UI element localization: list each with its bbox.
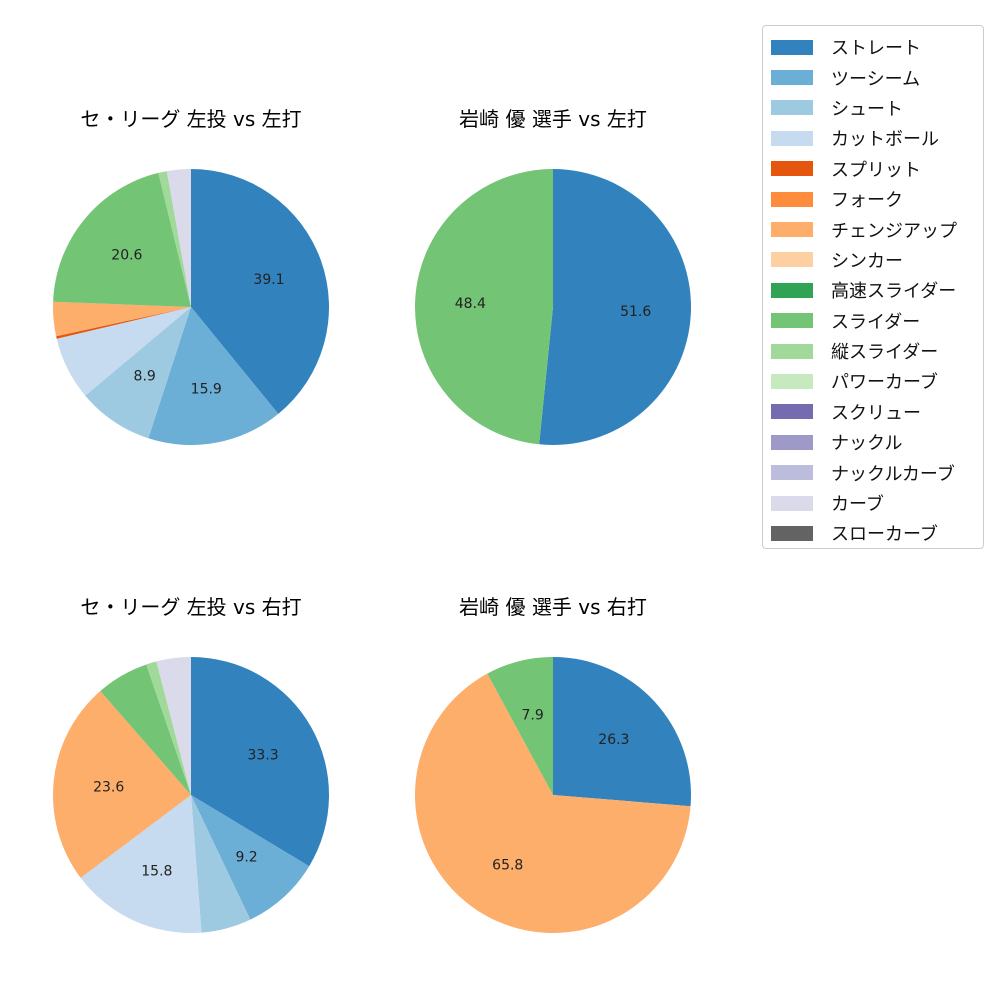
pie-slice <box>52 690 191 878</box>
slice-value-label: 15.8 <box>141 863 172 879</box>
slice-value-label: 48.4 <box>455 296 486 312</box>
legend-swatch <box>771 130 813 146</box>
legend-label: フォーク <box>831 190 903 212</box>
legend-item: パワーカーブ <box>771 366 975 396</box>
pie-slice <box>53 301 191 337</box>
legend-label: シンカー <box>831 250 903 272</box>
legend-item: シンカー <box>771 245 975 275</box>
legend-item: ストレート <box>771 32 975 62</box>
pie-slice <box>80 795 202 933</box>
slice-value-label: 9.2 <box>235 849 257 865</box>
legend-swatch <box>771 495 813 511</box>
pie-slice <box>148 307 279 445</box>
legend-item: スローカーブ <box>771 518 975 548</box>
pie-slice <box>553 657 691 807</box>
pie-slice <box>100 664 191 795</box>
legend-swatch <box>771 434 813 450</box>
legend-label: チェンジアップ <box>831 220 957 242</box>
legend-label: カーブ <box>831 494 884 516</box>
pie-slice <box>415 673 691 933</box>
pie-slice <box>191 795 310 920</box>
legend-swatch <box>771 191 813 207</box>
legend-label: 縦スライダー <box>831 342 939 364</box>
legend-swatch <box>771 465 813 481</box>
slice-value-label: 8.9 <box>134 369 156 385</box>
slice-value-label: 65.8 <box>492 857 523 873</box>
chart-title: 岩崎 優 選手 vs 右打 <box>459 595 647 619</box>
pie-chart-2: 岩崎 優 選手 vs 左打 51.6 48.4 <box>415 107 692 445</box>
pie-slice <box>166 169 191 307</box>
slice-value-label: 51.6 <box>620 304 651 320</box>
legend-label: ストレート <box>831 38 921 60</box>
legend-label: ナックル <box>831 433 903 455</box>
pie-slice <box>158 171 191 307</box>
legend-item: 高速スライダー <box>771 275 975 305</box>
legend-label: スクリュー <box>831 402 921 424</box>
legend-item: チェンジアップ <box>771 214 975 244</box>
pie-slice <box>539 169 692 445</box>
legend-swatch <box>771 343 813 359</box>
chart-title: セ・リーグ 左投 vs 右打 <box>80 595 301 619</box>
legend-label: カットボール <box>831 129 939 151</box>
legend-label: ツーシーム <box>831 68 921 90</box>
pie-slice <box>191 657 330 867</box>
slice-value-label: 33.3 <box>248 747 279 763</box>
slice-value-label: 39.1 <box>253 272 284 288</box>
legend-label: 高速スライダー <box>831 281 957 303</box>
legend-item: カーブ <box>771 488 975 518</box>
pie-slice <box>85 307 191 439</box>
legend-swatch <box>771 161 813 177</box>
legend-swatch <box>771 373 813 389</box>
legend-swatch <box>771 39 813 55</box>
pie-slice <box>56 307 192 339</box>
pie-chart-3: セ・リーグ 左投 vs 右打 33.3 9.2 15.8 23.6 <box>52 595 330 933</box>
slice-value-label: 26.3 <box>598 732 629 748</box>
pie-slice <box>415 169 553 445</box>
chart-title: 岩崎 優 選手 vs 左打 <box>459 107 647 131</box>
legend-swatch <box>771 252 813 268</box>
legend: ストレートツーシームシュートカットボール スプリットフォークチェンジアップ シンカー… <box>762 25 984 549</box>
slice-value-label: 15.9 <box>191 381 222 397</box>
legend-label: シュート <box>831 98 903 120</box>
legend-swatch <box>771 313 813 329</box>
pie-slice <box>56 307 192 396</box>
legend-swatch <box>771 100 813 116</box>
legend-item: 縦スライダー <box>771 336 975 366</box>
pie-slice <box>53 172 191 307</box>
legend-item: ナックル <box>771 427 975 457</box>
legend-item: スライダー <box>771 306 975 336</box>
legend-swatch <box>771 525 813 541</box>
legend-item: フォーク <box>771 184 975 214</box>
legend-swatch <box>771 404 813 420</box>
legend-swatch <box>771 222 813 238</box>
pie-chart-4: 岩崎 優 選手 vs 右打 26.3 65.8 7.9 <box>415 595 691 933</box>
pie-chart-1: セ・リーグ 左投 vs 左打 39.1 15.9 8.9 20.6 <box>53 107 329 445</box>
slice-value-label: 7.9 <box>522 708 544 724</box>
legend-item: スプリット <box>771 154 975 184</box>
legend-label: スライダー <box>831 311 921 333</box>
legend-item: シュート <box>771 93 975 123</box>
pie-slice <box>146 661 191 795</box>
legend-item: ナックルカーブ <box>771 457 975 487</box>
legend-label: スローカーブ <box>831 524 938 546</box>
pie-slice <box>191 169 329 414</box>
legend-swatch <box>771 70 813 86</box>
pie-slice <box>487 657 553 795</box>
legend-item: カットボール <box>771 123 975 153</box>
slice-value-label: 20.6 <box>111 248 142 264</box>
pie-slice <box>191 795 251 933</box>
legend-label: ナックルカーブ <box>831 463 955 485</box>
slice-value-label: 23.6 <box>93 779 124 795</box>
legend-item: ツーシーム <box>771 62 975 92</box>
legend-label: パワーカーブ <box>831 372 938 394</box>
legend-swatch <box>771 282 813 298</box>
legend-item: スクリュー <box>771 397 975 427</box>
pie-slice <box>156 657 191 795</box>
chart-title: セ・リーグ 左投 vs 左打 <box>80 107 301 131</box>
legend-label: スプリット <box>831 159 921 181</box>
